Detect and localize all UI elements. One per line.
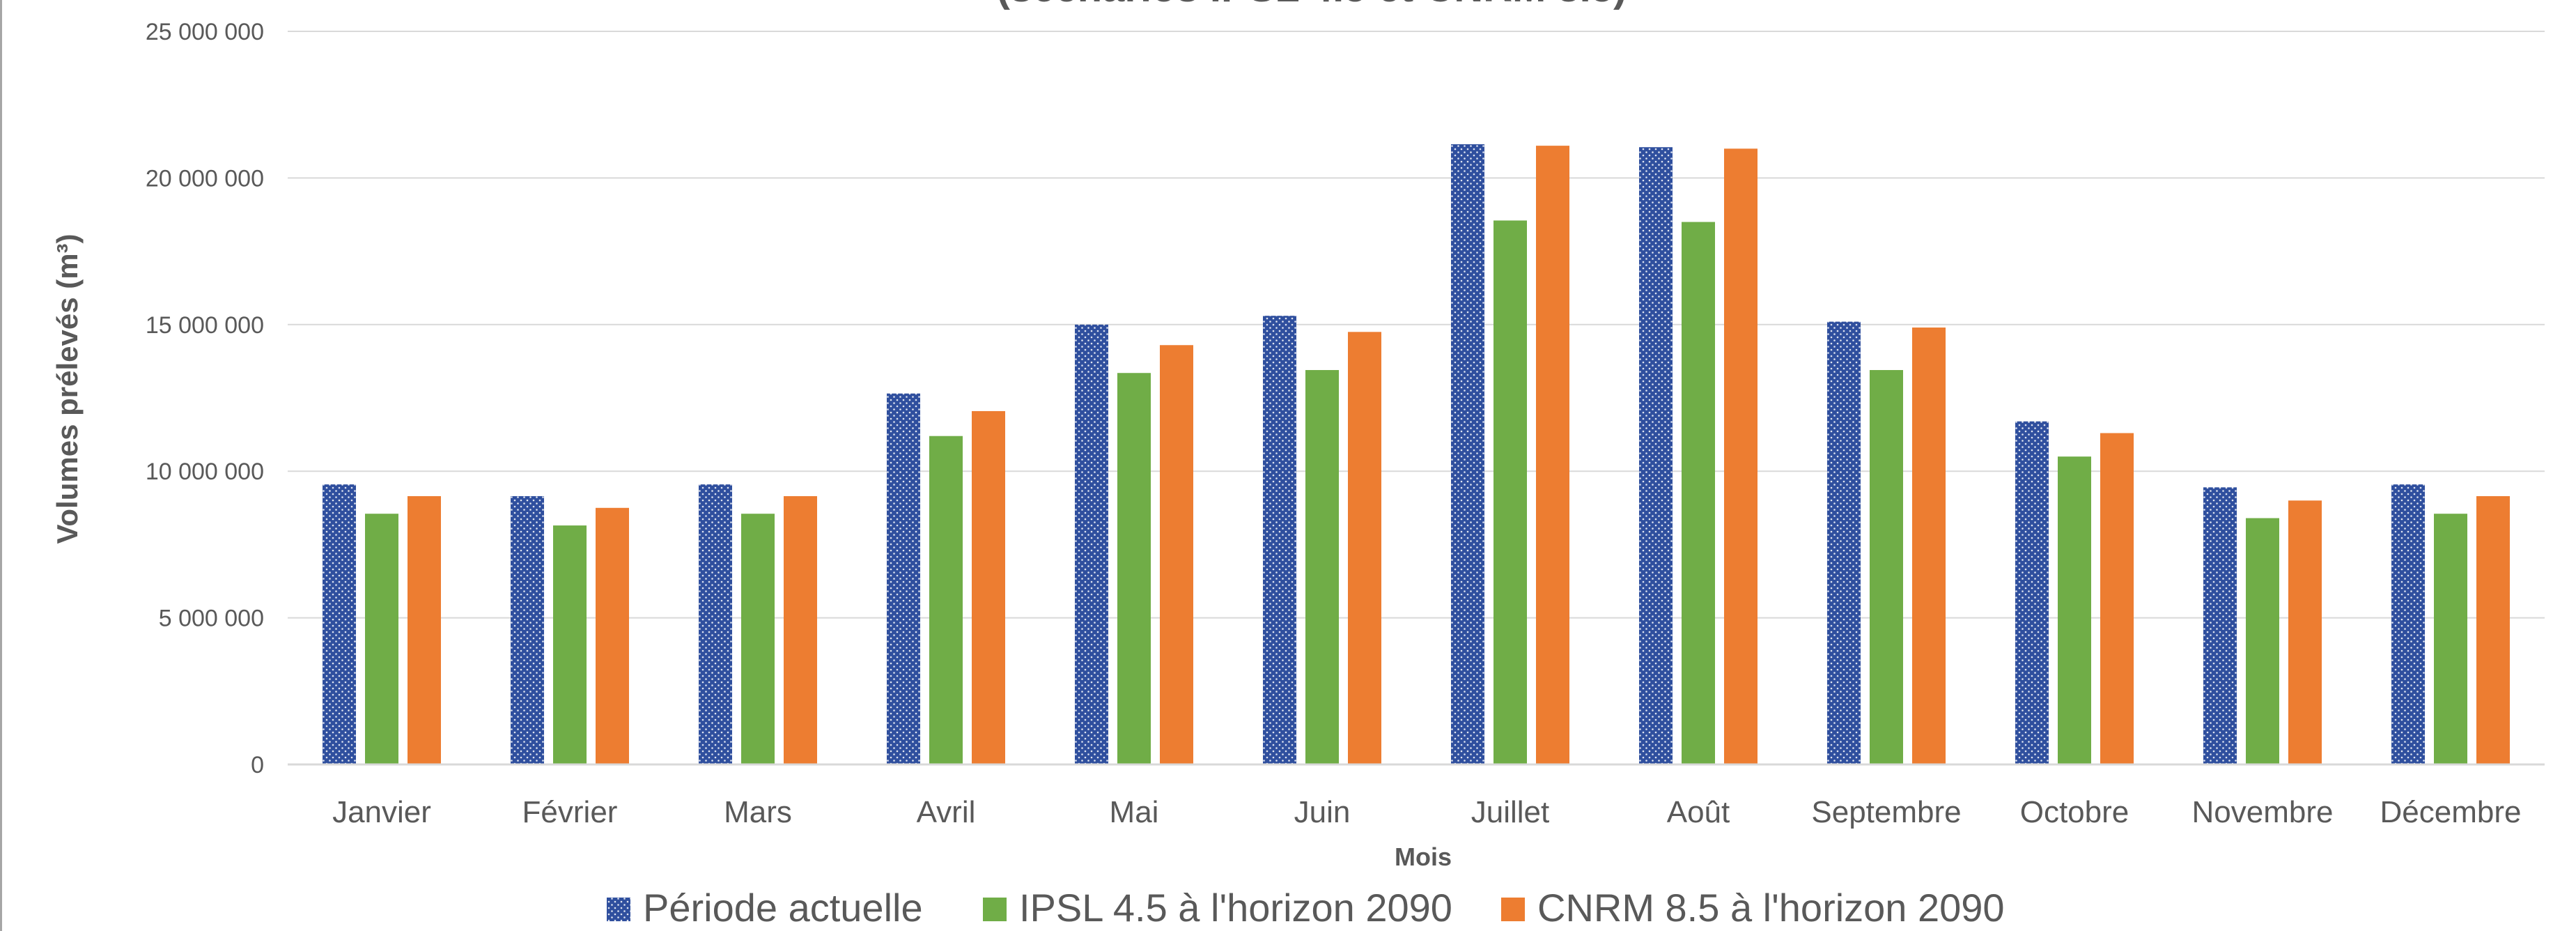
bar-series-1-mai xyxy=(1117,373,1151,764)
bar-series-0-septembre xyxy=(1827,321,1861,764)
bar-series-0-octobre xyxy=(2015,421,2049,764)
legend-label-2: CNRM 8.5 à l'horizon 2090 xyxy=(1537,886,2005,930)
bar-series-0-décembre xyxy=(2391,484,2425,764)
x-axis-ticks: Janvier Février Mars Avril Mai Juin Juillet Aoû… xyxy=(332,795,2521,829)
bar-series-1-décembre xyxy=(2434,514,2467,764)
x-tick-label: Septembre xyxy=(1811,795,1961,829)
legend-swatch-2 xyxy=(1501,898,1525,921)
bar-series-2-octobre xyxy=(2100,433,2134,764)
x-tick-label: Février xyxy=(522,795,618,829)
x-tick-label: Juin xyxy=(1294,795,1351,829)
y-tick-label: 25 000 000 xyxy=(146,19,264,45)
bar-series-2-août xyxy=(1724,148,1758,764)
legend: Période actuelle IPSL 4.5 à l'horizon 209… xyxy=(607,886,2005,930)
chart-title: (scénarios IPSL 4.5 et CNRM 8.5) xyxy=(997,0,1627,10)
bar-series-1-août xyxy=(1682,222,1715,764)
bar-series-2-novembre xyxy=(2288,500,2322,764)
bar-series-0-mai xyxy=(1075,324,1108,764)
bar-series-1-mars xyxy=(741,514,775,764)
x-tick-label: Mars xyxy=(724,795,792,829)
bar-series-2-juin xyxy=(1348,332,1381,764)
bar-series-1-octobre xyxy=(2058,456,2091,764)
bars xyxy=(323,144,2510,765)
bar-series-0-novembre xyxy=(2203,487,2237,764)
x-tick-label: Mai xyxy=(1110,795,1159,829)
bar-series-2-avril xyxy=(972,410,1005,764)
bar-series-0-août xyxy=(1639,147,1673,764)
bar-series-0-mars xyxy=(699,484,732,764)
bar-series-0-février xyxy=(511,495,544,764)
x-tick-label: Août xyxy=(1667,795,1730,829)
bar-series-2-janvier xyxy=(408,495,441,764)
x-tick-label: Décembre xyxy=(2380,795,2522,829)
bar-series-0-janvier xyxy=(323,484,356,764)
bar-series-1-juillet xyxy=(1493,220,1527,764)
gridlines xyxy=(288,31,2545,619)
x-tick-label: Novembre xyxy=(2192,795,2334,829)
bar-series-2-mars xyxy=(784,495,817,764)
x-tick-label: Juillet xyxy=(1471,795,1550,829)
y-axis-title: Volumes prélevés (m³) xyxy=(51,233,84,544)
y-tick-label: 20 000 000 xyxy=(146,165,264,192)
bar-series-1-avril xyxy=(929,436,963,764)
bar-series-1-septembre xyxy=(1870,370,1903,764)
x-axis-title: Mois xyxy=(1395,842,1452,871)
y-tick-label: 0 xyxy=(251,752,264,778)
bar-series-1-février xyxy=(553,525,587,764)
y-tick-label: 15 000 000 xyxy=(146,312,264,339)
x-tick-label: Janvier xyxy=(332,795,431,829)
bar-series-2-février xyxy=(596,507,629,764)
bar-series-1-juin xyxy=(1305,370,1339,764)
bar-series-1-janvier xyxy=(365,514,398,764)
bar-series-2-septembre xyxy=(1912,328,1946,764)
legend-label-0: Période actuelle xyxy=(643,886,923,930)
bar-series-2-mai xyxy=(1160,345,1193,765)
legend-label-1: IPSL 4.5 à l'horizon 2090 xyxy=(1019,886,1452,930)
legend-swatch-0 xyxy=(607,898,630,921)
bar-series-2-décembre xyxy=(2476,495,2510,764)
bar-series-2-juillet xyxy=(1536,146,1569,764)
y-axis-ticks: 0 5 000 000 10 000 000 15 000 000 20 000 000… xyxy=(146,19,264,778)
y-tick-label: 10 000 000 xyxy=(146,459,264,485)
x-tick-label: Avril xyxy=(917,795,976,829)
bar-series-0-avril xyxy=(887,393,920,764)
bar-series-0-juillet xyxy=(1451,144,1484,764)
bar-series-1-novembre xyxy=(2246,518,2279,764)
bar-series-0-juin xyxy=(1263,316,1296,764)
y-tick-label: 5 000 000 xyxy=(159,606,264,632)
x-tick-label: Octobre xyxy=(2020,795,2129,829)
legend-swatch-1 xyxy=(983,898,1007,921)
